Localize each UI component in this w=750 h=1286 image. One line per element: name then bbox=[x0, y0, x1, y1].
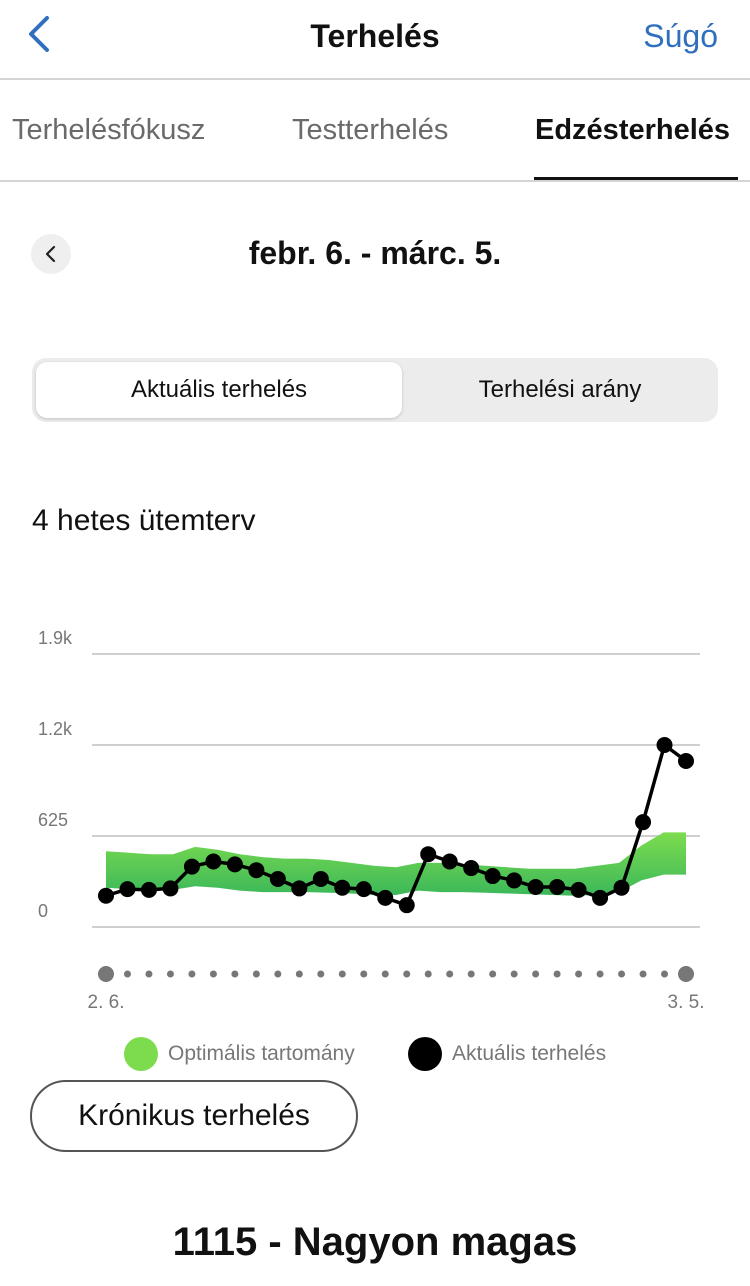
actual-load-line bbox=[105, 743, 688, 907]
legend-item-optimal: Optimális tartomány bbox=[124, 1034, 355, 1074]
actual-load-point bbox=[463, 860, 480, 877]
actual-load-point bbox=[635, 814, 652, 831]
legend-label-optimal: Optimális tartomány bbox=[168, 1042, 355, 1065]
actual-load-point bbox=[570, 881, 587, 898]
actual-load-point bbox=[248, 862, 265, 879]
actual-load-point bbox=[484, 868, 501, 885]
track-day-dot bbox=[575, 970, 583, 978]
actual-load-point bbox=[119, 881, 136, 898]
active-tab-indicator bbox=[534, 177, 738, 180]
actual-load-point bbox=[592, 889, 609, 906]
legend-label-actual: Aktuális terhelés bbox=[452, 1042, 607, 1065]
legend-swatch-actual bbox=[408, 1037, 442, 1071]
help-button[interactable]: Súgó bbox=[643, 18, 718, 54]
previous-period-button[interactable] bbox=[31, 234, 71, 274]
actual-load-point bbox=[613, 879, 630, 896]
track-day-dot bbox=[618, 970, 626, 978]
actual-load-point bbox=[506, 872, 523, 889]
y-tick-label: 1.9k bbox=[38, 628, 73, 648]
actual-load-point bbox=[312, 870, 329, 887]
actual-load-point bbox=[355, 881, 372, 898]
actual-load-point bbox=[140, 881, 157, 898]
actual-load-point bbox=[162, 880, 179, 897]
track-day-dot bbox=[166, 970, 174, 978]
actual-load-point bbox=[269, 870, 286, 887]
page-title: Terhelés bbox=[310, 18, 440, 54]
track-day-dot bbox=[209, 970, 217, 978]
segment-load-ratio[interactable]: Terhelési arány bbox=[478, 376, 642, 403]
back-button[interactable] bbox=[22, 14, 56, 54]
actual-load-point bbox=[398, 897, 415, 914]
track-day-dot bbox=[145, 970, 153, 978]
track-end-dot bbox=[98, 966, 114, 982]
actual-load-point bbox=[226, 856, 243, 873]
track-day-dot bbox=[123, 970, 131, 978]
x-axis-start-label: 2. 6. bbox=[88, 992, 125, 1013]
load-value-summary: 1115 - Nagyon magas bbox=[172, 1220, 578, 1264]
track-day-dot bbox=[360, 970, 368, 978]
tab-bar: Terhelésfókusz Testterhelés Edzésterhelé… bbox=[0, 82, 750, 182]
actual-load-point bbox=[678, 753, 694, 770]
actual-load-point bbox=[656, 737, 673, 753]
actual-load-point bbox=[420, 846, 437, 863]
period-label: febr. 6. - márc. 5. bbox=[248, 235, 502, 271]
track-day-dot bbox=[424, 970, 432, 978]
track-day-dot bbox=[338, 970, 346, 978]
tab-load-focus[interactable]: Terhelésfókusz bbox=[12, 114, 206, 146]
track-day-dot bbox=[274, 970, 282, 978]
section-title: 4 hetes ütemterv bbox=[32, 504, 256, 537]
actual-load-point bbox=[291, 880, 308, 897]
track-day-dot bbox=[317, 970, 325, 978]
track-day-dot bbox=[252, 970, 260, 978]
x-axis-end-label: 3. 5. bbox=[668, 992, 705, 1013]
track-day-dot bbox=[596, 970, 604, 978]
track-day-dot bbox=[467, 970, 475, 978]
actual-load-point bbox=[98, 887, 114, 904]
track-day-dot bbox=[231, 970, 239, 978]
track-day-dot bbox=[510, 970, 518, 978]
track-day-dot bbox=[381, 970, 389, 978]
track-day-dot bbox=[532, 970, 540, 978]
actual-load-point bbox=[183, 858, 200, 875]
track-day-dot bbox=[295, 970, 303, 978]
track-day-dot bbox=[188, 970, 196, 978]
actual-load-point bbox=[527, 878, 544, 895]
actual-load-point bbox=[441, 853, 458, 870]
optimal-range-band bbox=[106, 832, 686, 896]
y-tick-label: 1.2k bbox=[38, 719, 73, 739]
y-tick-label: 0 bbox=[38, 901, 48, 921]
chart-legend: Optimális tartomány Aktuális terhelés bbox=[0, 1034, 750, 1074]
track-day-dot bbox=[661, 970, 669, 978]
y-tick-label: 625 bbox=[38, 810, 68, 830]
actual-load-point bbox=[205, 853, 222, 870]
track-day-dot bbox=[639, 970, 647, 978]
legend-swatch-optimal bbox=[124, 1037, 158, 1071]
track-day-dot bbox=[403, 970, 411, 978]
segment-current-load[interactable]: Aktuális terhelés bbox=[36, 362, 402, 418]
chevron-left-icon bbox=[45, 245, 56, 263]
chevron-left-icon bbox=[29, 16, 49, 52]
tab-body-load[interactable]: Testterhelés bbox=[292, 114, 449, 146]
actual-load-point bbox=[334, 879, 351, 896]
chronic-load-button[interactable]: Krónikus terhelés bbox=[30, 1080, 358, 1152]
track-end-dot bbox=[678, 966, 694, 982]
actual-load-point bbox=[377, 889, 394, 906]
track-day-dot bbox=[553, 970, 561, 978]
navigation-bar: Terhelés Súgó bbox=[0, 0, 750, 80]
tab-training-load[interactable]: Edzésterhelés bbox=[535, 114, 731, 146]
actual-load-point bbox=[549, 878, 566, 895]
legend-item-actual: Aktuális terhelés bbox=[408, 1034, 606, 1074]
track-day-dot bbox=[446, 970, 454, 978]
load-chart: 0 625 1.2k 1.9k 2. 6. 3. 5. bbox=[0, 600, 750, 1020]
load-chart-svg: 0 625 1.2k 1.9k 2. 6. 3. 5. bbox=[38, 628, 705, 1013]
view-segmented-control: Aktuális terhelés Terhelési arány bbox=[32, 358, 718, 422]
track-day-dot bbox=[489, 970, 497, 978]
